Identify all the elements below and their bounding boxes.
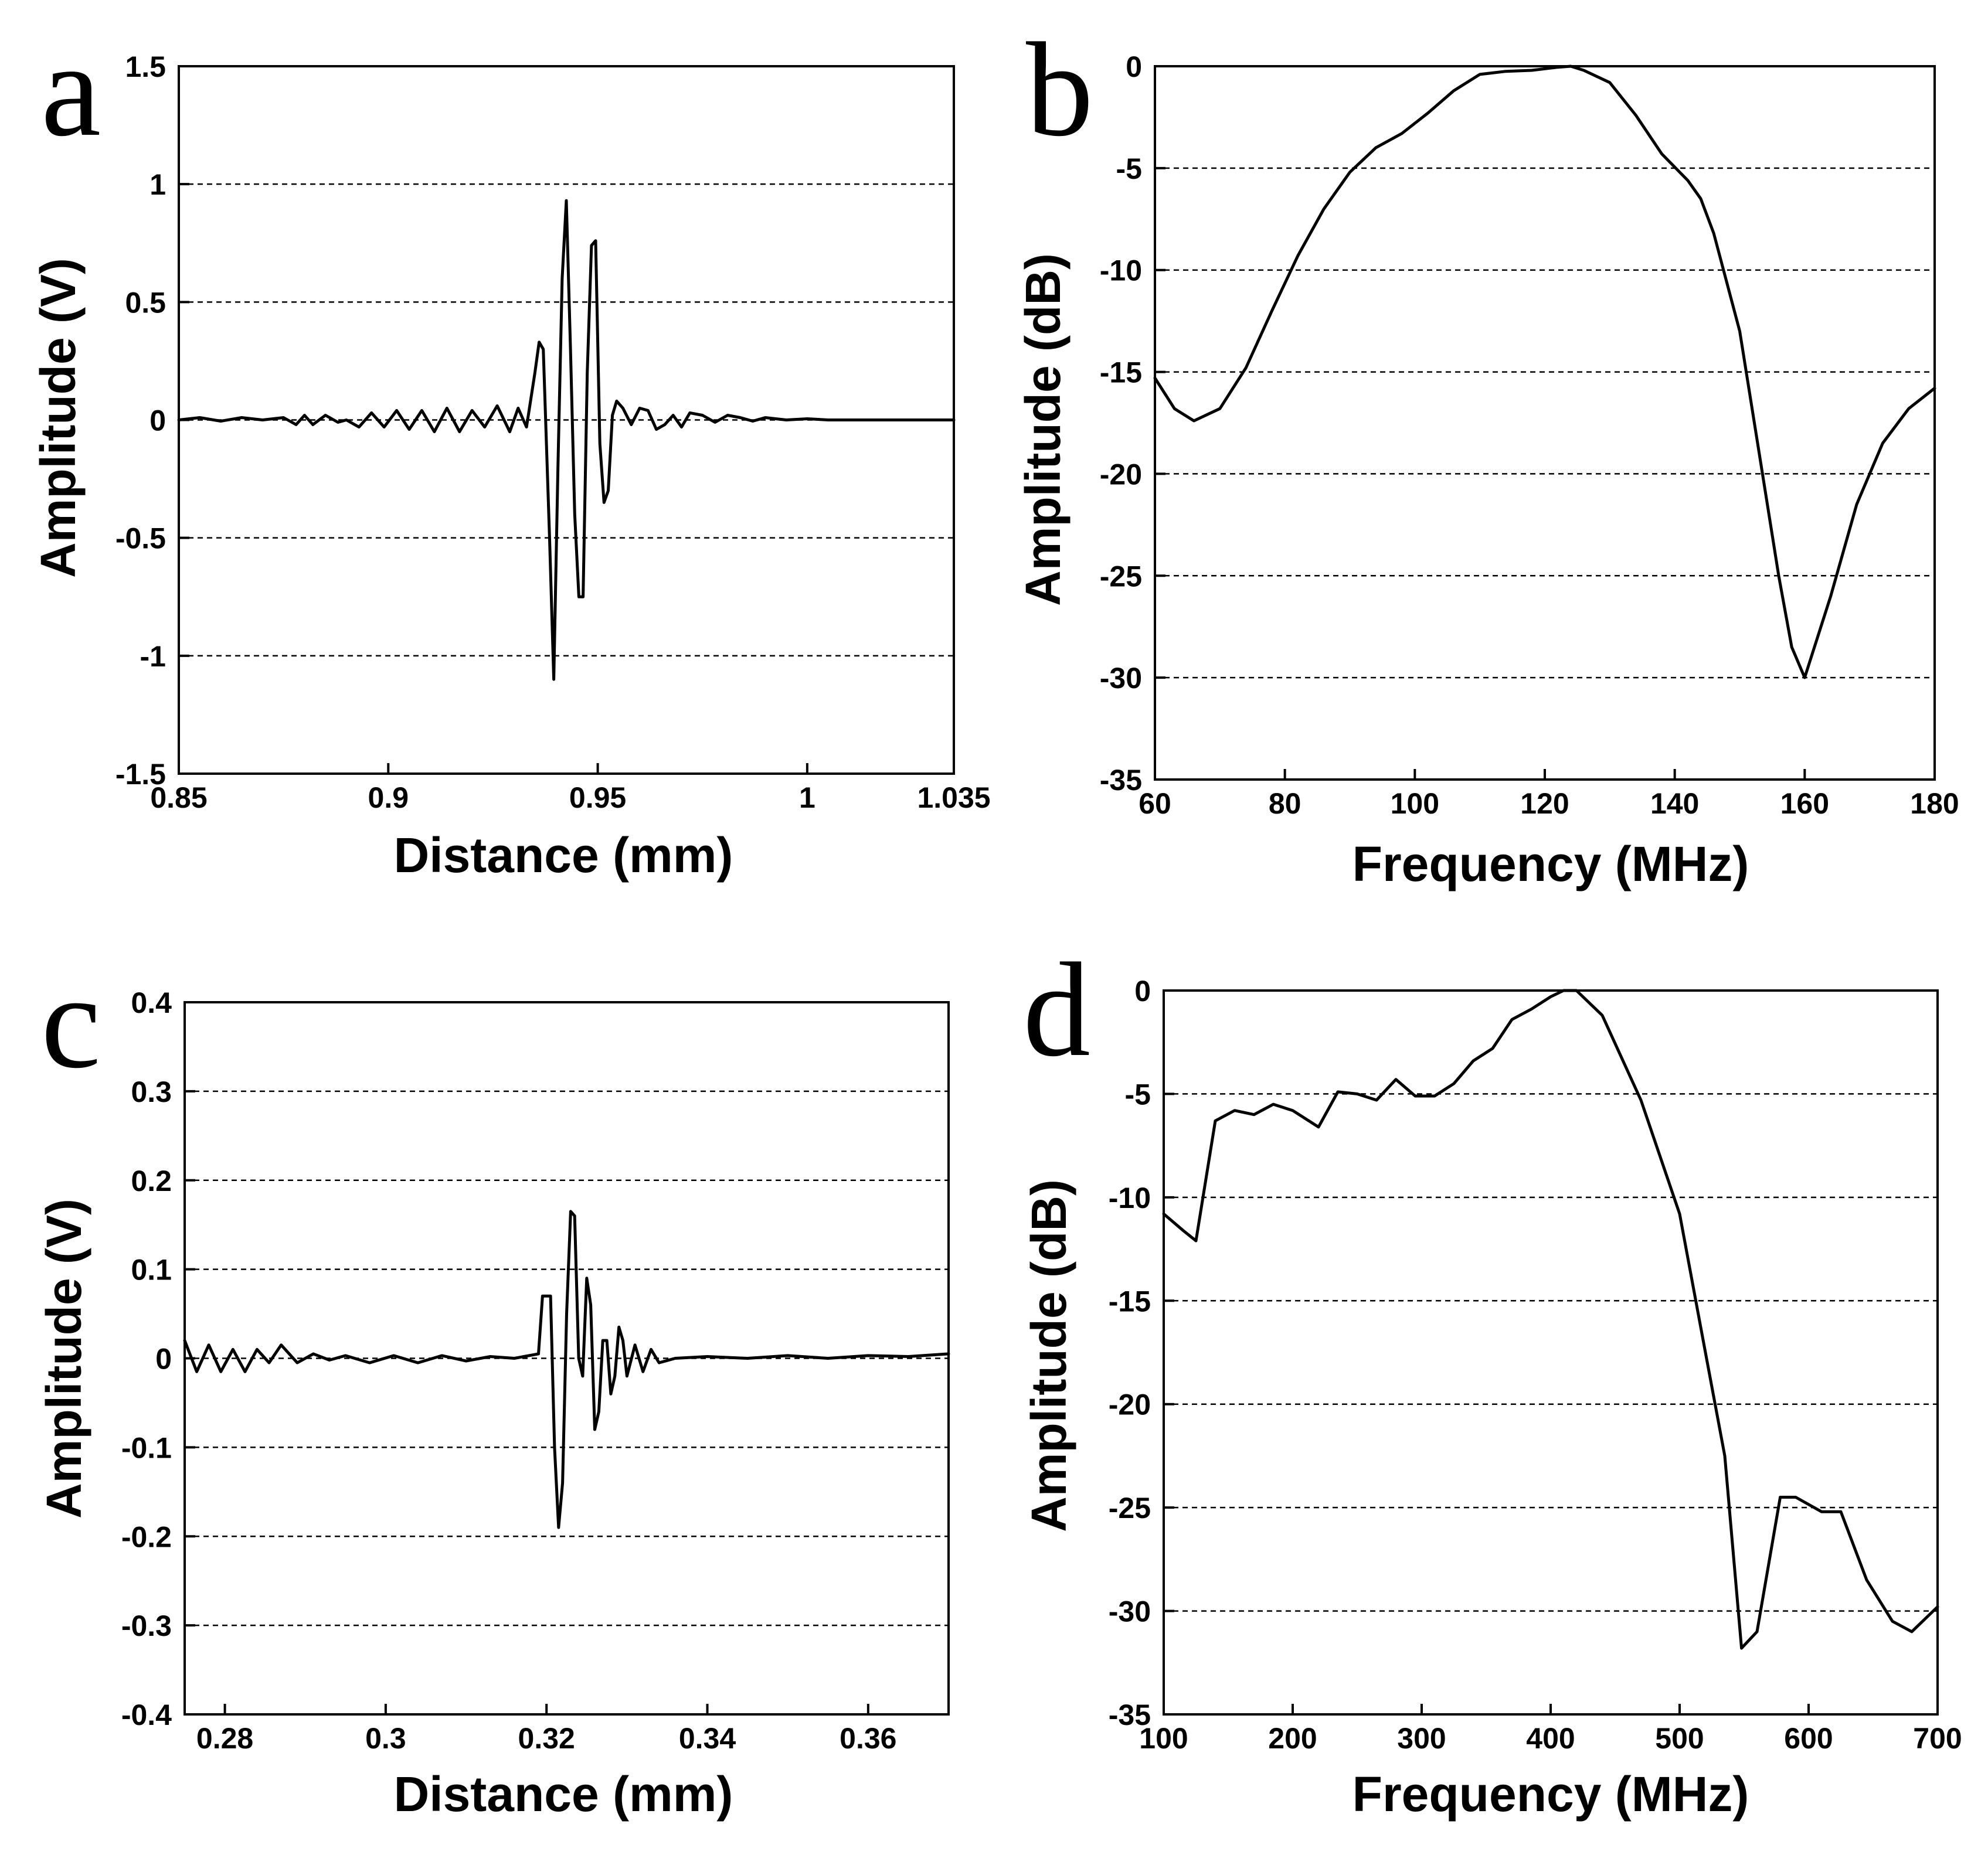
panel-d-spectrum-line: [1162, 989, 1939, 1650]
panel-d: d 100 200 300 400 500 600 700 -35 -30 -25 -20 -15 -1…: [1021, 935, 1962, 1822]
panel-b-ticks: 60 80 100 120 140 160 180 -35 -30 -25 -20 -15 -10 -5 0: [1100, 50, 1959, 820]
panel-c-ytick-label-4: 0: [155, 1343, 172, 1376]
panel-d-xtick-label-1: 200: [1268, 1722, 1317, 1755]
panel-c-ytick-label-1: -0.3: [121, 1609, 172, 1642]
panel-c-ytick-label-2: -0.2: [121, 1520, 172, 1553]
panel-d-xtick-label-5: 600: [1784, 1722, 1833, 1755]
panel-c-xtick-label-2: 0.32: [518, 1722, 575, 1755]
panel-c-ytick-label-8: 0.4: [131, 986, 172, 1019]
panel-c-xlabel: Distance (mm): [394, 1767, 733, 1822]
panel-c-ylabel: Amplitude (V): [36, 1199, 91, 1519]
panel-a-xlabel: Distance (mm): [394, 828, 733, 883]
panel-c-xtick-label-0: 0.28: [196, 1722, 253, 1755]
panel-d-ticks: 100 200 300 400 500 600 700 -35 -30 -25 -20 -15 -10 -…: [1109, 975, 1962, 1755]
panel-d-ytick-label-2: -25: [1109, 1492, 1151, 1524]
panel-b-frame: [1154, 65, 1936, 781]
panel-b-ytick-label-6: -5: [1116, 152, 1142, 185]
panel-b-ylabel: Amplitude (dB): [1015, 253, 1071, 606]
panel-b-xtick-label-0: 60: [1139, 787, 1171, 820]
panel-b-xtick-label-2: 100: [1391, 787, 1439, 820]
panel-b-ytick-label-0: -35: [1100, 764, 1142, 797]
panel-b-ytick-label-3: -20: [1100, 458, 1142, 491]
panel-a-grid: [179, 183, 954, 657]
panel-a-ytick-label-1: -1: [140, 640, 166, 673]
panel-d-ytick-label-6: -5: [1125, 1078, 1151, 1111]
panel-d-ytick-label-5: -10: [1109, 1182, 1151, 1214]
panel-a-xtick-label-0: 0.85: [150, 781, 207, 814]
panel-c-ytick-label-0: -0.4: [121, 1699, 172, 1731]
panel-c-xtick-label-4: 0.36: [840, 1722, 896, 1755]
panel-b-ytick-label-2: -25: [1100, 560, 1142, 593]
panel-b-grid: [1155, 167, 1935, 679]
panel-a-signal-line: [177, 199, 956, 681]
panel-a-letter: a: [41, 15, 101, 164]
panel-b-xtick-label-5: 160: [1780, 787, 1829, 820]
panel-d-ytick-label-1: -30: [1109, 1595, 1151, 1628]
panel-d-ytick-label-7: 0: [1134, 975, 1151, 1008]
panel-a-ytick-label-6: 1.5: [125, 50, 166, 83]
panel-a-ytick-label-3: 0: [149, 404, 166, 437]
panel-c-ytick-label-3: -0.1: [121, 1431, 172, 1464]
panel-b-ytick-label-1: -30: [1100, 662, 1142, 695]
panel-d-frame: [1163, 989, 1939, 1716]
panel-a-xtick-label-1: 0.9: [368, 781, 409, 814]
panel-d-ytick-label-0: -35: [1109, 1699, 1151, 1731]
panel-d-xtick-label-2: 300: [1397, 1722, 1446, 1755]
panel-d-xtick-label-6: 700: [1913, 1722, 1962, 1755]
panel-b-xtick-label-1: 80: [1269, 787, 1301, 820]
panel-b-letter: b: [1026, 15, 1093, 164]
panel-c-ytick-label-6: 0.2: [131, 1165, 172, 1197]
panel-d-xtick-label-4: 500: [1655, 1722, 1704, 1755]
panel-c-xtick-label-1: 0.3: [365, 1722, 406, 1755]
panel-d-ytick-label-4: -15: [1109, 1285, 1151, 1318]
panel-c-ticks: 0.28 0.3 0.32 0.34 0.36 -0.4 -0.3 -0.2 -0.1 0 0.1 0…: [121, 986, 897, 1755]
panel-b-xlabel: Frequency (MHz): [1352, 836, 1749, 891]
panel-b-xtick-label-6: 180: [1910, 787, 1959, 820]
panel-c-xtick-label-3: 0.34: [679, 1722, 736, 1755]
panel-d-xtick-label-3: 400: [1526, 1722, 1575, 1755]
panel-a-xtick-label-4: 1.035: [917, 781, 990, 814]
panel-a-ytick-label-5: 1: [149, 168, 166, 201]
panel-a-ylabel: Amplitude (V): [30, 258, 86, 578]
panel-c-signal-line: [183, 1210, 950, 1529]
panel-a-xtick-label-3: 1: [799, 781, 815, 814]
panel-a-ticks: 0.85 0.9 0.95 1 1.035 -1.5 -1 -0.5 0 0.5 1 1.5: [115, 50, 991, 814]
panel-b-ytick-label-7: 0: [1126, 50, 1142, 83]
panel-d-letter: d: [1023, 935, 1090, 1084]
panel-d-grid: [1164, 1093, 1938, 1612]
panel-b-xtick-label-3: 120: [1520, 787, 1569, 820]
panel-b-xtick-label-4: 140: [1650, 787, 1699, 820]
panel-a-ytick-label-0: -1.5: [115, 758, 166, 791]
panel-c: c 0.28 0.3 0.32 0.34 0.36-0.4-0.3-0.2-0.100.…: [36, 947, 950, 1822]
panel-c-ytick-label-7: 0.3: [131, 1076, 172, 1108]
panel-a-ytick-label-2: -0.5: [115, 522, 166, 555]
panel-d-ytick-label-3: -20: [1109, 1388, 1151, 1421]
panel-b-ytick-label-5: -10: [1100, 254, 1142, 287]
panel-c-letter: c: [41, 947, 101, 1096]
panel-c-ytick-label-5: 0.1: [131, 1254, 172, 1287]
panel-a: a 0.85 0.9 0.95 1 1.035 -1.5 -1 -0.5 0 0.5 1 1.5 Di…: [30, 15, 991, 883]
panel-a-xtick-label-2: 0.95: [569, 781, 626, 814]
panel-d-xlabel: Frequency (MHz): [1352, 1767, 1749, 1822]
panel-b-ytick-label-4: -15: [1100, 356, 1142, 389]
panel-b: b 60 80 100 120 140 160 180 -35 -30 -25 -20 -15 -10 -…: [1015, 15, 1959, 891]
panel-a-ytick-label-4: 0.5: [125, 286, 166, 319]
panel-d-ylabel: Amplitude (dB): [1021, 1179, 1076, 1532]
panel-d-xtick-label-0: 100: [1139, 1722, 1188, 1755]
